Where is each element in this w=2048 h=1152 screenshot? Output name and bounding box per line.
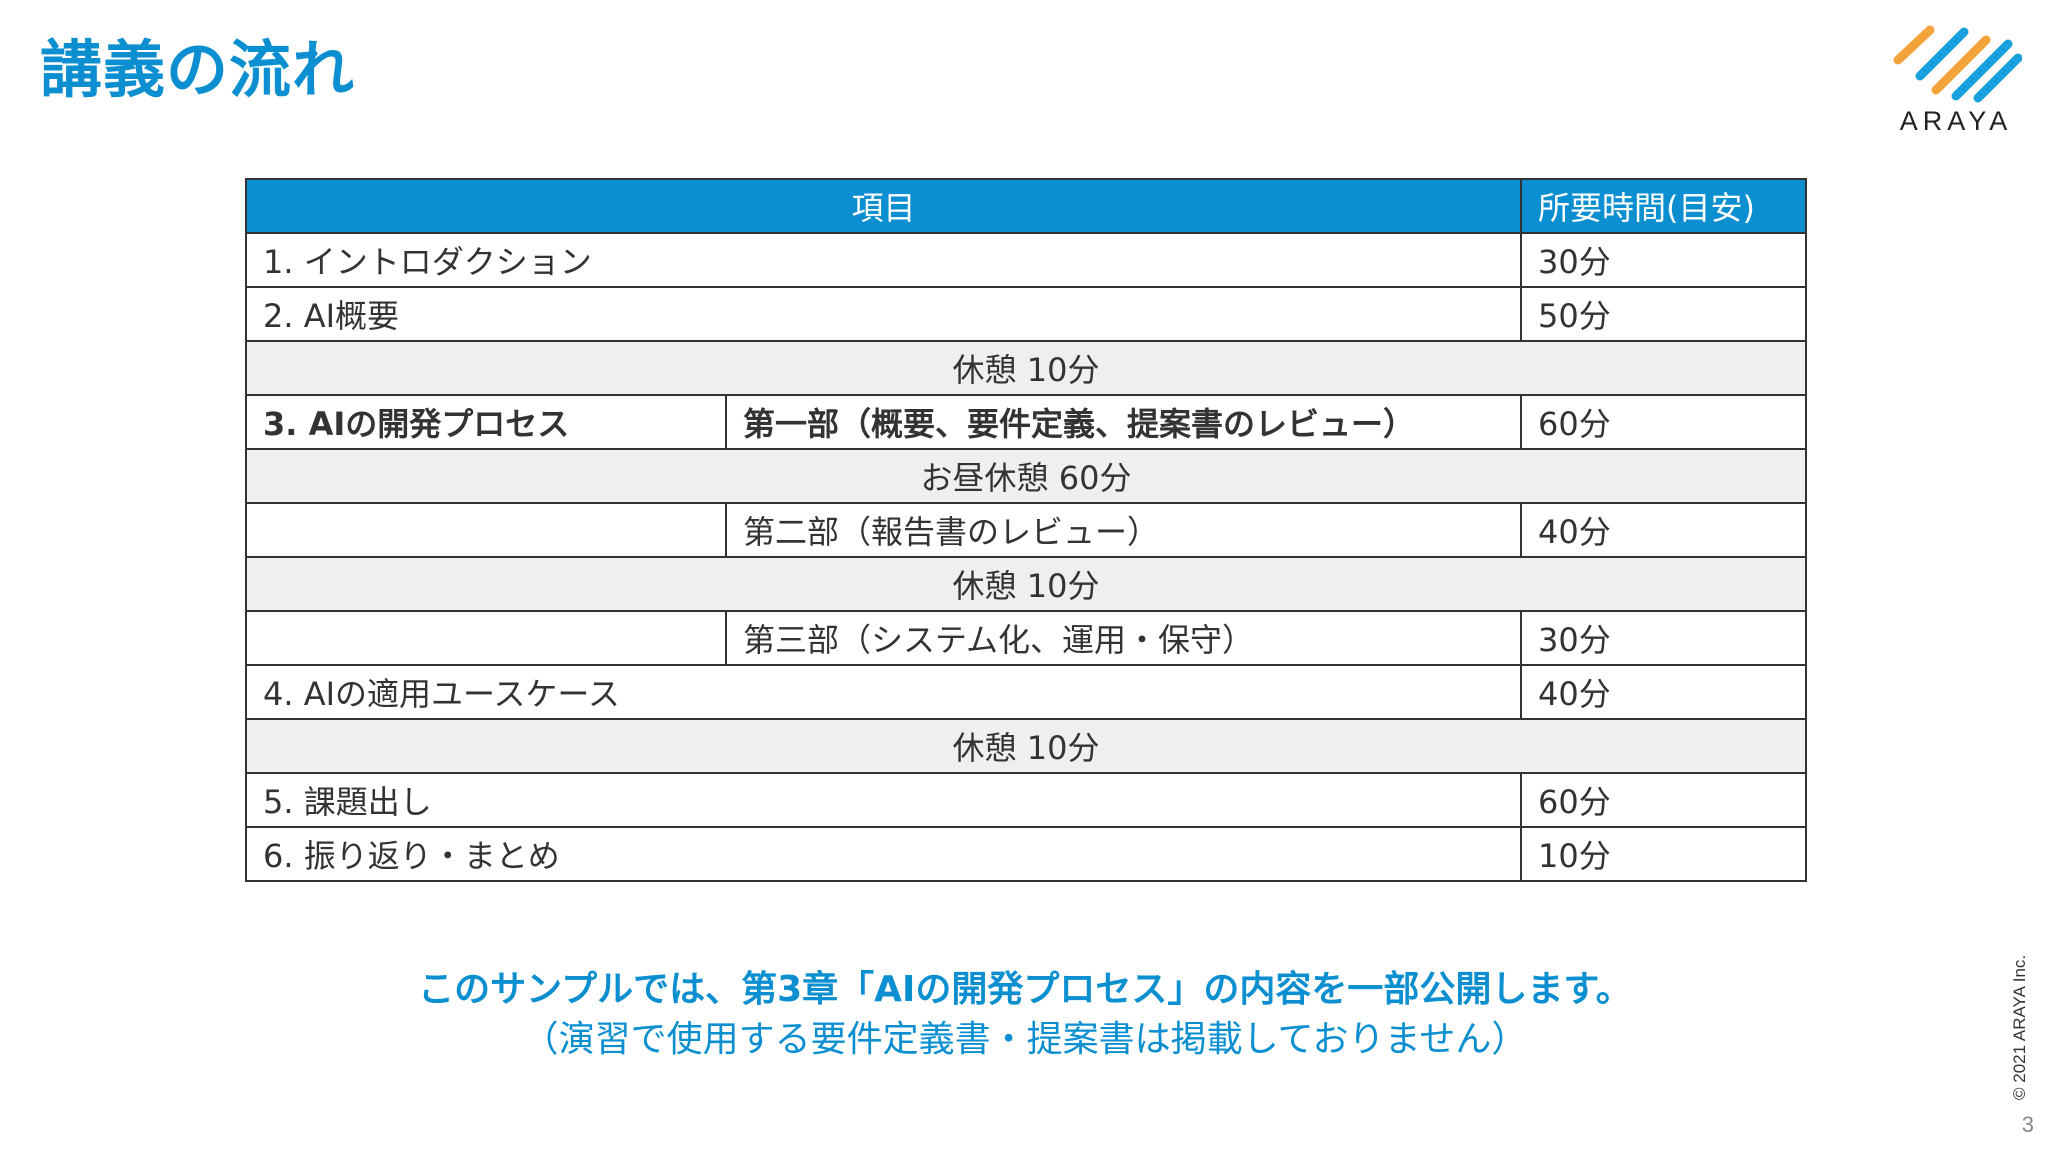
row-sub-highlight: 第一部（概要、要件定義、提案書のレビュー） <box>724 394 1523 450</box>
note-line-2: （演習で使用する要件定義書・提案書は掲載しておりません） <box>522 1019 1528 1060</box>
row-time: 50分 <box>1520 286 1808 342</box>
row-time: 30分 <box>1520 610 1808 666</box>
break-row: 休憩 10分 <box>244 718 1808 774</box>
row-item-highlight: 3. AIの開発プロセス <box>245 394 727 450</box>
table-row: 4. AIの適用ユースケース 40分 <box>244 664 1808 720</box>
break-label: お昼休憩 60分 <box>244 448 1808 504</box>
break-label: 休憩 10分 <box>244 556 1808 612</box>
break-row: 休憩 10分 <box>244 340 1808 396</box>
break-row: 休憩 10分 <box>244 556 1808 612</box>
row-time: 40分 <box>1520 502 1808 558</box>
row-item: 4. AIの適用ユースケース <box>244 664 1523 720</box>
break-label: 休憩 10分 <box>244 340 1808 396</box>
row-item: 5. 課題出し <box>244 772 1523 828</box>
row-time: 10分 <box>1520 826 1808 882</box>
row-item-empty <box>245 502 727 558</box>
table-row: 5. 課題出し 60分 <box>244 772 1808 828</box>
table-header-row: 項目 所要時間(目安) <box>244 178 1808 234</box>
table-row: 1. イントロダクション 30分 <box>244 232 1808 288</box>
note-line-1: このサンプルでは、第3章「AIの開発プロセス」の内容を一部公開します。 <box>418 969 1632 1010</box>
table-row: 2. AI概要 50分 <box>244 286 1808 342</box>
page-title: 講義の流れ <box>40 33 356 106</box>
table-row: 第三部（システム化、運用・保守） 30分 <box>245 610 1808 666</box>
row-time: 60分 <box>1520 394 1808 450</box>
page-number: 3 <box>2021 1112 2034 1137</box>
row-item: 1. イントロダクション <box>244 232 1523 288</box>
row-item: 6. 振り返り・まとめ <box>244 826 1523 882</box>
row-item-empty <box>245 610 727 666</box>
header-time: 所要時間(目安) <box>1520 178 1808 234</box>
logo-text: ARAYA <box>1899 106 2013 136</box>
row-time: 30分 <box>1520 232 1808 288</box>
row-time: 60分 <box>1520 772 1808 828</box>
header-item: 項目 <box>244 178 1523 234</box>
break-row: お昼休憩 60分 <box>244 448 1808 504</box>
table-row: 3. AIの開発プロセス 第一部（概要、要件定義、提案書のレビュー） 60分 <box>245 394 1808 450</box>
table-row: 6. 振り返り・まとめ 10分 <box>244 826 1808 882</box>
row-time: 40分 <box>1520 664 1808 720</box>
table-row: 第二部（報告書のレビュー） 40分 <box>245 502 1808 558</box>
copyright: © 2021 ARAYA Inc. <box>2010 954 2029 1100</box>
row-sub: 第三部（システム化、運用・保守） <box>724 610 1523 666</box>
row-item: 2. AI概要 <box>244 286 1523 342</box>
row-sub: 第二部（報告書のレビュー） <box>724 502 1523 558</box>
araya-logo-icon <box>1893 25 2022 103</box>
break-label: 休憩 10分 <box>244 718 1808 774</box>
schedule-table: 項目 所要時間(目安) 1. イントロダクション 30分 2. AI概要 50分… <box>244 178 1808 882</box>
